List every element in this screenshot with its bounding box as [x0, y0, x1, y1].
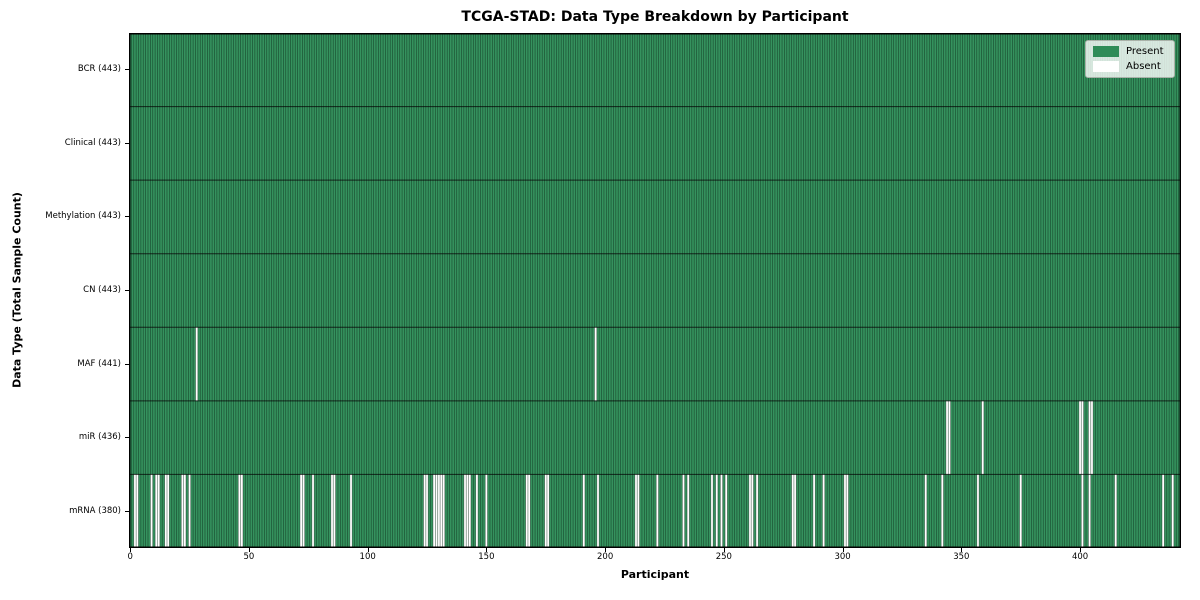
legend-swatch-present [1093, 46, 1119, 57]
x-tick-label-50: 50 [243, 552, 255, 562]
legend-label-absent: Absent [1126, 61, 1161, 72]
x-tick-mark [248, 548, 250, 552]
legend-item-absent: Absent [1093, 61, 1167, 72]
x-tick-label-200: 200 [597, 552, 614, 562]
legend-label-present: Present [1126, 46, 1164, 57]
chart-title: TCGA-STAD: Data Type Breakdown by Partic… [461, 9, 849, 25]
y-tick-mark [125, 216, 129, 218]
x-tick-mark [842, 548, 844, 552]
y-tick-label-miR: miR (436) [78, 432, 121, 443]
y-tick-mark [125, 69, 129, 71]
x-tick-mark [367, 548, 369, 552]
x-tick-label-250: 250 [715, 552, 732, 562]
y-tick-mark [125, 142, 129, 144]
x-tick-mark [723, 548, 725, 552]
y-tick-mark [125, 290, 129, 291]
x-tick-mark [1080, 548, 1082, 552]
y-tick-mark [125, 437, 129, 439]
y-tick-label-Clinical: Clinical (443) [64, 137, 121, 148]
x-tick-label-400: 400 [1071, 552, 1089, 562]
legend: Present Absent [1085, 40, 1175, 78]
y-tick-mark [125, 363, 129, 365]
x-axis-label: Participant [620, 568, 690, 581]
x-tick-mark [961, 548, 963, 552]
legend-swatch-absent [1093, 61, 1119, 72]
x-tick-label-350: 350 [953, 552, 970, 562]
x-tick-mark [486, 548, 488, 552]
y-tick-label-BCR: BCR (443) [77, 64, 121, 75]
x-tick-label-0: 0 [127, 552, 133, 562]
x-tick-label-150: 150 [478, 552, 495, 562]
y-tick-label-mRNA: mRNA (380) [69, 505, 121, 516]
y-tick-label-MAF: MAF (441) [77, 358, 121, 369]
legend-item-present: Present [1093, 46, 1167, 57]
x-tick-label-100: 100 [359, 552, 376, 562]
y-tick-label-CN: CN (443) [83, 285, 121, 295]
x-tick-mark [130, 548, 132, 552]
heatmap-canvas [129, 33, 1181, 548]
x-tick-label-300: 300 [834, 552, 851, 562]
y-tick-label-Methylation: Methylation (443) [45, 211, 121, 222]
y-tick-mark [125, 510, 129, 512]
x-tick-mark [605, 548, 607, 552]
